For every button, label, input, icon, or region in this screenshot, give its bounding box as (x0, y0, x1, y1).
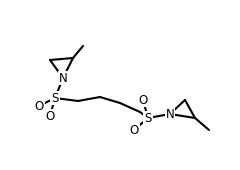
Text: S: S (144, 112, 152, 124)
Text: O: O (34, 99, 44, 113)
Text: S: S (51, 91, 59, 105)
Text: N: N (166, 107, 174, 121)
Text: N: N (59, 72, 67, 84)
Text: O: O (129, 123, 139, 137)
Text: O: O (138, 94, 148, 106)
Text: O: O (45, 109, 55, 123)
